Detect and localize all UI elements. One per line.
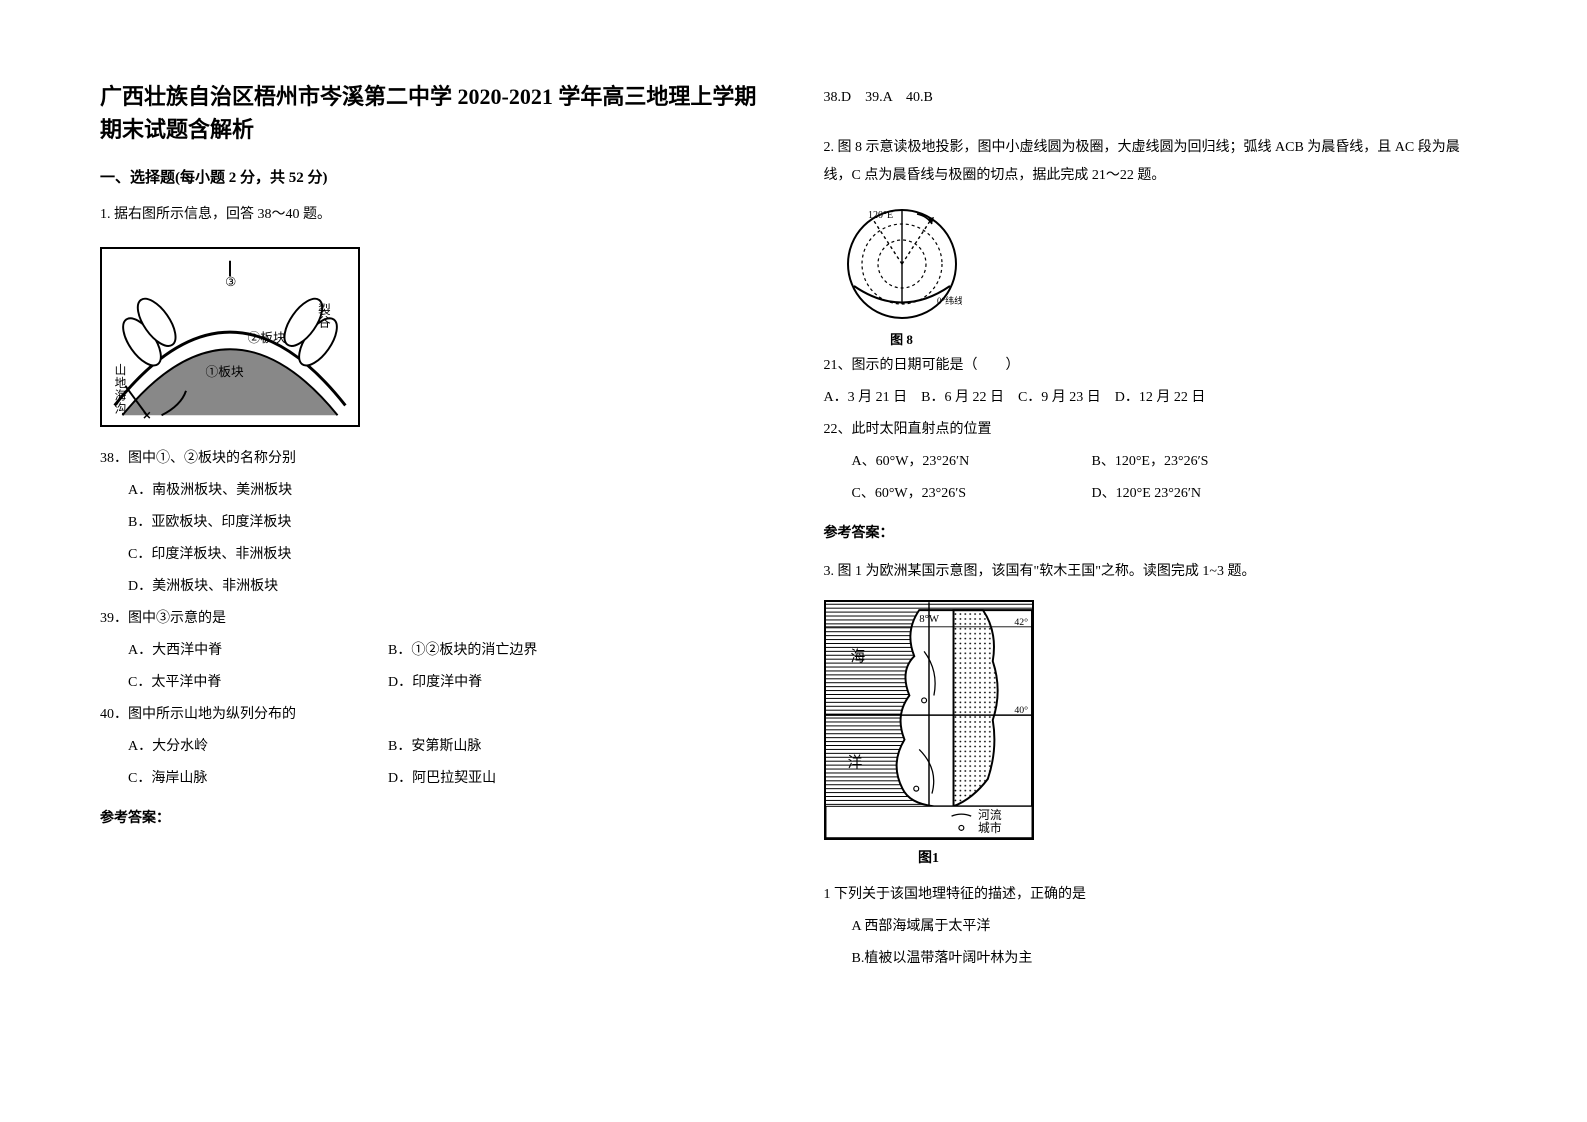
q22-opt-c: C、60°W，23°26′S [852, 480, 1092, 508]
svg-text:40°: 40° [1014, 705, 1028, 716]
exam-title: 广西壮族自治区梧州市岑溪第二中学 2020-2021 学年高三地理上学期期末试题… [100, 80, 764, 146]
svg-text:120°E: 120°E [868, 210, 893, 221]
q1-answer-label: 参考答案： [100, 807, 764, 827]
q40-opt-d: D．阿巴拉契亚山 [388, 765, 496, 793]
q22-stem: 22、此时太阳直射点的位置 [824, 416, 1488, 444]
q39-row2: C．太平洋中脊 D．印度洋中脊 [100, 669, 764, 697]
q1-answer-line: 38.D 39.A 40.B [824, 84, 1488, 112]
svg-text:洋: 洋 [847, 754, 862, 771]
polar-figure: 120°E 0°纬线 图 8 [842, 204, 992, 348]
svg-text:0°纬线: 0°纬线 [937, 295, 962, 306]
section-1-heading: 一、选择题(每小题 2 分，共 52 分) [100, 166, 764, 187]
q38-opt-a: A．南极洲板块、美洲板块 [100, 477, 764, 505]
q3-1-stem: 1 下列关于该国地理特征的描述，正确的是 [824, 881, 1488, 909]
svg-text:裂谷: 裂谷 [316, 303, 330, 329]
q38-opt-b: B．亚欧板块、印度洋板块 [100, 509, 764, 537]
svg-text:海: 海 [850, 648, 865, 665]
q38-stem: 38．图中①、②板块的名称分别 [100, 445, 764, 473]
q22-row1: A、60°W，23°26′N B、120°E，23°26′S [824, 448, 1488, 476]
fig8-caption: 图 8 [842, 329, 962, 348]
q39-row1: A．大西洋中脊 B．①②板块的消亡边界 [100, 637, 764, 665]
q3-1-opt-b: B.植被以温带落叶阔叶林为主 [824, 945, 1488, 973]
q1-stem: 1. 据右图所示信息，回答 38～40 题。 [100, 201, 764, 229]
svg-text:②板块: ②板块 [248, 331, 286, 345]
q21-opts: A．3 月 21 日 B．6 月 22 日 C．9 月 23 日 D．12 月 … [824, 384, 1488, 412]
q22-opt-a: A、60°W，23°26′N [852, 448, 1092, 476]
q40-opt-a: A．大分水岭 [128, 733, 388, 761]
q3-1-opt-a: A 西部海域属于太平洋 [824, 913, 1488, 941]
q38-opt-c: C．印度洋板块、非洲板块 [100, 541, 764, 569]
q21-stem: 21、图示的日期可能是（ ） [824, 352, 1488, 380]
q39-opt-d: D．印度洋中脊 [388, 669, 482, 697]
q3-stem: 3. 图 1 为欧洲某国示意图，该国有"软木王国"之称。读图完成 1~3 题。 [824, 558, 1488, 586]
svg-text:城市: 城市 [978, 821, 1002, 835]
q39-opt-a: A．大西洋中脊 [128, 637, 388, 665]
q38-opt-d: D．美洲板块、非洲板块 [100, 573, 764, 601]
map-figure: 河流 城市 海 洋 8°W 42° 40° 图1 [824, 600, 1034, 867]
q2-answer-label: 参考答案： [824, 522, 1488, 542]
svg-text:河流: 河流 [978, 808, 1002, 822]
q22-row2: C、60°W，23°26′S D、120°E 23°26′N [824, 480, 1488, 508]
q22-opt-d: D、120°E 23°26′N [1092, 480, 1202, 508]
q40-opt-b: B．安第斯山脉 [388, 733, 481, 761]
q40-row1: A．大分水岭 B．安第斯山脉 [100, 733, 764, 761]
svg-text:①板块: ①板块 [206, 365, 244, 379]
q40-opt-c: C．海岸山脉 [128, 765, 388, 793]
q40-row2: C．海岸山脉 D．阿巴拉契亚山 [100, 765, 764, 793]
svg-text:③: ③ [225, 275, 236, 289]
left-column: 广西壮族自治区梧州市岑溪第二中学 2020-2021 学年高三地理上学期期末试题… [100, 80, 764, 1072]
plate-figure: ③ ②板块 ①板块 山地海沟 裂谷 [100, 247, 360, 427]
right-column: 38.D 39.A 40.B 2. 图 8 示意读极地投影，图中小虚线圆为极圈，… [824, 80, 1488, 1072]
fig1-caption: 图1 [824, 847, 1034, 867]
svg-text:42°: 42° [1014, 617, 1028, 628]
q40-stem: 40．图中所示山地为纵列分布的 [100, 701, 764, 729]
q39-opt-c: C．太平洋中脊 [128, 669, 388, 697]
svg-text:山地海沟: 山地海沟 [115, 364, 127, 415]
q39-opt-b: B．①②板块的消亡边界 [388, 637, 537, 665]
q39-stem: 39．图中③示意的是 [100, 605, 764, 633]
svg-text:8°W: 8°W [919, 613, 940, 625]
q2-stem: 2. 图 8 示意读极地投影，图中小虚线圆为极圈，大虚线圆为回归线；弧线 ACB… [824, 134, 1488, 190]
q22-opt-b: B、120°E，23°26′S [1092, 448, 1209, 476]
